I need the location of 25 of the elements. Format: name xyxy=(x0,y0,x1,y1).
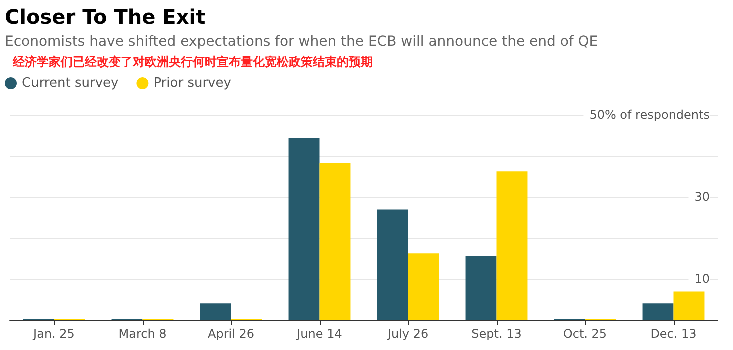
y-tick-label: 30 xyxy=(694,190,710,204)
bar xyxy=(466,256,497,320)
bar xyxy=(377,210,408,320)
bar xyxy=(496,172,528,320)
bar xyxy=(408,254,440,320)
y-tick-label: 10 xyxy=(694,272,710,286)
x-tick-label: Oct. 25 xyxy=(563,327,608,341)
bar xyxy=(320,163,351,320)
bar xyxy=(200,304,232,320)
x-tick-label: July 26 xyxy=(386,327,429,341)
bar xyxy=(288,138,320,320)
chart-title: Closer To The Exit xyxy=(5,5,206,29)
bar xyxy=(642,304,674,320)
y-tick-label: 50% of respondents xyxy=(590,108,710,122)
text: 经济学家们已经改变了对欧洲央行何时宣布量化宽松政策结束的预期 xyxy=(12,55,373,69)
chart-subtitle: Economists have shifted expectations for when the ECB will announce the end of QE xyxy=(5,34,598,50)
legend-label: Current survey xyxy=(22,76,120,91)
x-tick-label: Sept. 13 xyxy=(472,327,522,341)
legend-label: Prior survey xyxy=(154,76,232,91)
x-tick-label: March 8 xyxy=(118,327,167,341)
x-tick-label: June 14 xyxy=(296,327,342,341)
x-tick-label: Dec. 13 xyxy=(650,327,697,341)
x-tick-label: April 26 xyxy=(208,327,255,341)
x-tick-label: Jan. 25 xyxy=(32,327,75,341)
bar xyxy=(674,292,705,320)
